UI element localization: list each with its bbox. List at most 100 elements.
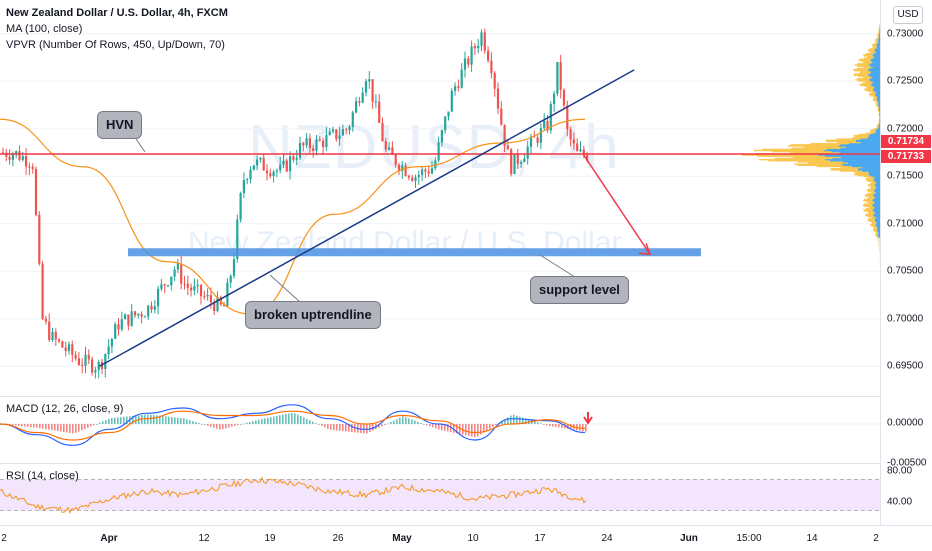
macd-bar (489, 424, 491, 429)
candle-up (157, 289, 159, 306)
price-tag-lower: 0.71733 (881, 150, 931, 163)
macd-bar (186, 419, 188, 424)
macd-bar (417, 422, 419, 424)
vpvr-legend[interactable]: VPVR (Number Of Rows, 450, Up/Down, 70) (6, 38, 225, 52)
candle-up (131, 311, 133, 325)
price-pane[interactable]: NZDUSD, 4h New Zealand Dollar / U.S. Dol… (0, 0, 880, 395)
macd-bar (408, 418, 410, 424)
candle-down (65, 347, 67, 350)
candle-down (187, 284, 189, 288)
macd-bar (273, 417, 275, 424)
macd-bar (324, 424, 326, 427)
currency-button[interactable]: USD (893, 6, 923, 24)
candle-down (517, 154, 519, 164)
candle-down (117, 324, 119, 329)
rsi-pane[interactable]: RSI (14, close) (0, 463, 880, 526)
candle-up (306, 138, 308, 145)
macd-bar (165, 416, 167, 424)
candle-down (428, 171, 430, 173)
candle-down (494, 73, 496, 89)
symbol-title[interactable]: New Zealand Dollar / U.S. Dollar, 4h, FX… (6, 6, 228, 20)
macd-bar (195, 422, 197, 424)
price-tick-label: 0.70000 (887, 313, 923, 324)
candle-down (563, 90, 565, 105)
time-tick-label: 26 (332, 533, 343, 544)
candle-down (381, 123, 383, 141)
macd-bar (30, 424, 32, 427)
candle-down (576, 143, 578, 151)
candle-down (263, 158, 265, 171)
macd-bar (468, 424, 470, 436)
price-tick-label: 0.71000 (887, 218, 923, 229)
ma-line (0, 119, 585, 314)
support-level-callout[interactable]: support level (530, 276, 629, 304)
macd-bar (264, 418, 266, 424)
macd-bar (555, 424, 557, 427)
macd-bar (342, 424, 344, 431)
macd-bar (429, 424, 431, 426)
candle-up (332, 129, 334, 131)
rsi-tick-label: 40.00 (887, 496, 912, 507)
candle-down (467, 59, 469, 65)
macd-bar (201, 424, 203, 425)
macd-bar (285, 414, 287, 424)
broken-uptrendline-callout[interactable]: broken uptrendline (245, 301, 381, 329)
macd-bar (66, 424, 68, 432)
macd-bar (540, 423, 542, 424)
candle-up (418, 175, 420, 177)
ma-legend[interactable]: MA (100, close) (6, 22, 82, 36)
macd-bar (72, 424, 74, 433)
rsi-legend[interactable]: RSI (14, close) (6, 470, 79, 482)
candle-up (477, 46, 479, 48)
macd-bar (123, 417, 125, 424)
candle-down (9, 157, 11, 160)
macd-bar (300, 416, 302, 424)
candle-up (22, 156, 24, 160)
macd-bar (192, 421, 194, 424)
candle-up (111, 339, 113, 347)
candle-up (104, 354, 106, 369)
candle-down (507, 146, 509, 150)
macd-bar (12, 424, 14, 425)
candle-up (325, 135, 327, 147)
macd-bar (351, 424, 353, 432)
macd-bar (492, 424, 494, 427)
candle-down (269, 173, 271, 176)
candle-down (457, 86, 459, 88)
candle-up (375, 102, 377, 103)
macd-bar (36, 424, 38, 428)
candle-up (352, 112, 354, 126)
macd-bar (411, 420, 413, 424)
trendline-pointer (270, 275, 300, 302)
macd-bar (210, 424, 212, 427)
macd-bar (120, 417, 122, 424)
candle-up (276, 170, 278, 171)
macd-bar (519, 417, 521, 424)
candle-up (124, 315, 126, 320)
candle-down (378, 102, 380, 123)
macd-bar (84, 424, 86, 429)
candle-up (388, 147, 390, 149)
candle-up (249, 170, 251, 179)
macd-bar (198, 423, 200, 424)
candle-up (197, 285, 199, 286)
hvn-callout[interactable]: HVN (97, 111, 142, 139)
macd-bar (405, 417, 407, 424)
macd-bar (228, 424, 230, 427)
macd-bar (381, 424, 383, 426)
macd-bar (189, 420, 191, 424)
candle-up (471, 46, 473, 64)
macd-bar (474, 424, 476, 437)
candle-up (438, 142, 440, 160)
time-tick-label: 10 (467, 533, 478, 544)
candle-down (88, 355, 90, 360)
macd-bar (414, 421, 416, 424)
candle-up (193, 286, 195, 290)
candle-down (566, 105, 568, 129)
candle-up (121, 319, 123, 329)
macd-pane[interactable]: MACD (12, 26, close, 9) (0, 396, 880, 463)
macd-legend[interactable]: MACD (12, 26, close, 9) (6, 403, 123, 415)
macd-bar (477, 424, 479, 436)
